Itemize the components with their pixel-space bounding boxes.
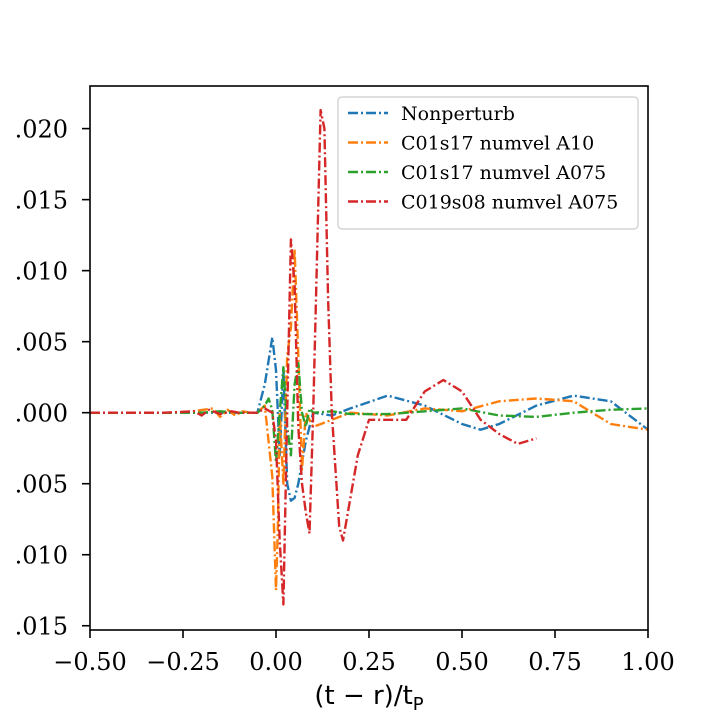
y-tick-label: .010 [15, 542, 68, 570]
x-tick-label: −0.50 [53, 648, 127, 676]
y-tick-label: .005 [15, 329, 68, 357]
series-lines [90, 108, 648, 606]
legend-label: C01s17 numvel A075 [401, 162, 606, 184]
x-tick-label: 0.75 [528, 648, 581, 676]
legend-label: Nonperturb [401, 103, 515, 125]
x-tick-label: −0.25 [146, 648, 220, 676]
series-line-1 [90, 336, 648, 502]
x-axis-title: (t − r)/tP [314, 681, 423, 715]
y-tick-label: .010 [15, 258, 68, 286]
x-tick-label: 1.00 [621, 648, 674, 676]
x-axis-ticks: −0.50 −0.25 0.00 0.25 0.50 0.75 1.00 [53, 630, 675, 676]
y-tick-label: .015 [15, 613, 68, 641]
legend-label: C01s17 numvel A10 [401, 133, 594, 155]
series-line-4 [90, 108, 537, 606]
x-axis-title-main: (t − r)/t [314, 681, 412, 711]
legend-label: C019s08 numvel A075 [401, 192, 618, 214]
legend-box [337, 96, 639, 230]
x-tick-label: 0.50 [435, 648, 488, 676]
series-line-3 [90, 361, 648, 464]
x-tick-label: 0.00 [249, 648, 302, 676]
x-tick-label: 0.25 [342, 648, 395, 676]
x-axis-title-subscript: P [413, 694, 424, 715]
y-tick-label: .000 [15, 400, 68, 428]
series-line-2 [90, 248, 648, 592]
y-tick-label: .005 [15, 471, 68, 499]
y-tick-label: .020 [15, 116, 68, 144]
y-tick-label: .015 [15, 187, 68, 215]
y-axis-ticks: .015 .010 .005 .000 .005 .010 .015 .020 [15, 116, 90, 641]
legend: Nonperturb C01s17 numvel A10 C01s17 numvel… [337, 96, 639, 230]
